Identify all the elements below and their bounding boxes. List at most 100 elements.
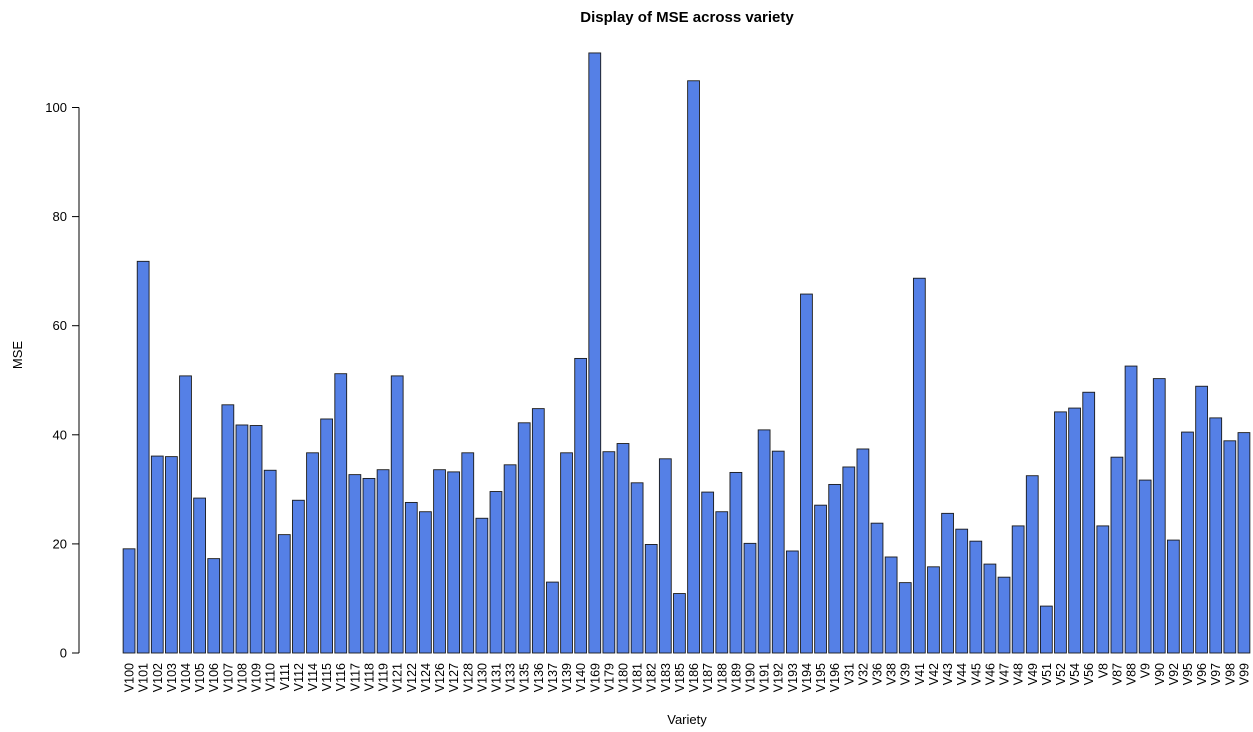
x-tick-label: V38 (885, 663, 899, 685)
x-tick-label: V90 (1153, 663, 1167, 685)
x-tick-label: V112 (292, 663, 306, 691)
x-tick-label: V52 (1054, 663, 1068, 685)
bar-v42 (927, 566, 940, 654)
x-tick-label: V46 (983, 663, 997, 685)
bar-v104 (179, 375, 192, 654)
chart-title: Display of MSE across variety (580, 9, 794, 26)
bar-v95 (1181, 431, 1194, 654)
bar-v105 (193, 497, 206, 654)
y-tick-label: 100 (45, 100, 67, 115)
bar-v181 (630, 482, 644, 654)
bar-v194 (800, 293, 813, 654)
bar-v189 (729, 471, 743, 654)
x-tick-label: V131 (489, 663, 503, 692)
x-tick-label: V44 (955, 663, 969, 685)
x-tick-label: V32 (856, 663, 870, 685)
x-tick-label: V191 (758, 663, 772, 692)
bar-v108 (235, 424, 249, 654)
bar-v31 (842, 466, 856, 654)
x-tick-label: V56 (1082, 663, 1096, 685)
x-tick-label: V99 (1237, 663, 1251, 685)
bar-v192 (771, 450, 785, 654)
bar-v48 (1011, 525, 1025, 654)
x-tick-label: V140 (574, 663, 588, 692)
x-tick-label: V41 (913, 663, 927, 685)
bar-v114 (306, 452, 319, 654)
x-tick-label: V124 (419, 663, 433, 692)
x-tick-label: V183 (659, 663, 673, 692)
x-tick-label: V188 (715, 663, 729, 692)
bar-v195 (814, 504, 827, 654)
x-tick-label: V9 (1139, 663, 1153, 678)
bar-v180 (616, 443, 630, 654)
x-tick-label: V181 (631, 663, 645, 692)
x-tick-label: V117 (348, 663, 362, 691)
bar-v179 (602, 451, 616, 654)
x-tick-label: V119 (377, 663, 391, 691)
x-tick-label: V104 (179, 663, 193, 692)
y-axis: 0 20 40 60 80 100 (45, 100, 80, 661)
x-axis-label: Variety (667, 712, 707, 727)
bar-v112 (292, 499, 305, 654)
bar-v106 (207, 558, 221, 654)
bar-v8 (1096, 525, 1110, 654)
x-tick-label: V95 (1181, 663, 1195, 685)
x-tick-label: V114 (306, 663, 320, 691)
bar-v186 (687, 80, 700, 654)
bar-v131 (489, 491, 503, 654)
x-tick-label: V51 (1040, 663, 1054, 685)
bar-v188 (715, 511, 729, 654)
bar-v119 (376, 469, 390, 654)
x-tick-label: V180 (616, 663, 630, 692)
bar-v100 (122, 548, 136, 654)
bar-v110 (263, 469, 277, 654)
x-tick-label: V128 (461, 663, 475, 692)
x-tick-label: V45 (969, 663, 983, 685)
x-tick-label: V118 (362, 663, 376, 691)
bar-v118 (362, 477, 376, 654)
bar-v36 (870, 522, 884, 654)
bar-v32 (856, 448, 870, 654)
x-tick-label: V136 (532, 663, 546, 692)
bar-v133 (503, 464, 517, 654)
bar-v190 (743, 542, 757, 654)
bar-v38 (884, 556, 898, 654)
bar-v137 (546, 581, 559, 654)
y-tick-label: 20 (53, 536, 67, 551)
bar-v90 (1152, 378, 1166, 654)
bar-v136 (531, 408, 545, 654)
x-tick-label: V47 (998, 663, 1012, 685)
y-tick-label: 40 (53, 427, 67, 442)
x-tick-label: V133 (504, 663, 518, 692)
x-tick-label: V43 (941, 663, 955, 685)
x-tick-label: V137 (546, 663, 560, 692)
x-tick-label: V111 (278, 663, 292, 690)
x-tick-label: V182 (645, 663, 659, 692)
bar-v182 (644, 544, 658, 654)
x-tick-label: V193 (786, 663, 800, 692)
x-tick-label: V39 (899, 663, 913, 685)
x-tick-label: V36 (871, 663, 885, 685)
bar-v87 (1110, 456, 1124, 654)
bar-v96 (1195, 385, 1208, 654)
bar-v88 (1124, 365, 1138, 654)
y-tick-label: 60 (53, 318, 67, 333)
x-tick-label: V135 (518, 663, 532, 692)
bar-v196 (828, 483, 842, 654)
bar-v43 (941, 512, 954, 654)
bar-v9 (1138, 479, 1152, 654)
bar-v49 (1025, 475, 1039, 654)
x-tick-label: V102 (151, 663, 165, 692)
bar-v183 (658, 458, 672, 654)
x-tick-label: V195 (814, 663, 828, 692)
bar-v99 (1237, 432, 1251, 654)
bar-v52 (1054, 411, 1067, 654)
x-tick-label: V48 (1012, 663, 1026, 685)
x-tick-label: V185 (673, 663, 687, 692)
x-tick-label: V121 (391, 663, 405, 692)
x-tick-label: V87 (1110, 663, 1124, 685)
x-tick-label: V105 (193, 663, 207, 692)
y-tick-label: 80 (53, 209, 67, 224)
bar-v54 (1068, 407, 1081, 654)
x-tick-label: V109 (250, 663, 264, 692)
